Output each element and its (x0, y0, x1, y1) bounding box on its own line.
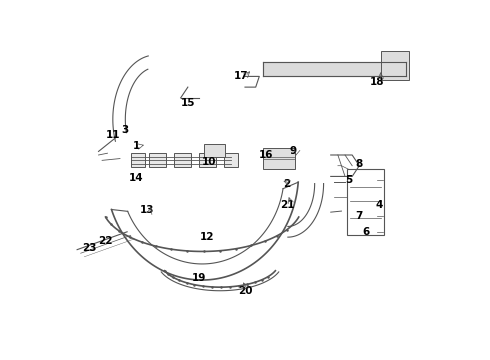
Text: 9: 9 (290, 147, 297, 157)
FancyBboxPatch shape (148, 153, 167, 167)
Text: 5: 5 (345, 175, 352, 185)
Text: 18: 18 (370, 77, 385, 87)
FancyBboxPatch shape (204, 144, 225, 157)
Text: 21: 21 (281, 200, 295, 210)
FancyBboxPatch shape (198, 153, 217, 167)
Text: 17: 17 (234, 71, 249, 81)
Text: 23: 23 (82, 243, 97, 253)
Text: 7: 7 (356, 211, 363, 221)
Text: 10: 10 (202, 157, 217, 167)
Text: 1: 1 (132, 141, 140, 151)
Text: 8: 8 (356, 159, 363, 169)
Text: 4: 4 (375, 200, 383, 210)
Text: 2: 2 (284, 179, 291, 189)
Text: 15: 15 (181, 98, 195, 108)
Text: 6: 6 (363, 227, 370, 237)
Text: 19: 19 (192, 273, 206, 283)
Text: 13: 13 (140, 205, 154, 215)
FancyBboxPatch shape (173, 153, 192, 167)
Text: 12: 12 (200, 232, 215, 242)
FancyBboxPatch shape (381, 51, 409, 80)
Text: 22: 22 (98, 236, 113, 246)
Text: 3: 3 (122, 125, 129, 135)
FancyBboxPatch shape (263, 148, 295, 169)
FancyBboxPatch shape (223, 153, 238, 167)
Text: 16: 16 (259, 150, 274, 160)
Text: 14: 14 (129, 173, 144, 183)
Text: 11: 11 (105, 130, 120, 140)
FancyBboxPatch shape (131, 153, 145, 167)
Text: 20: 20 (238, 286, 252, 296)
